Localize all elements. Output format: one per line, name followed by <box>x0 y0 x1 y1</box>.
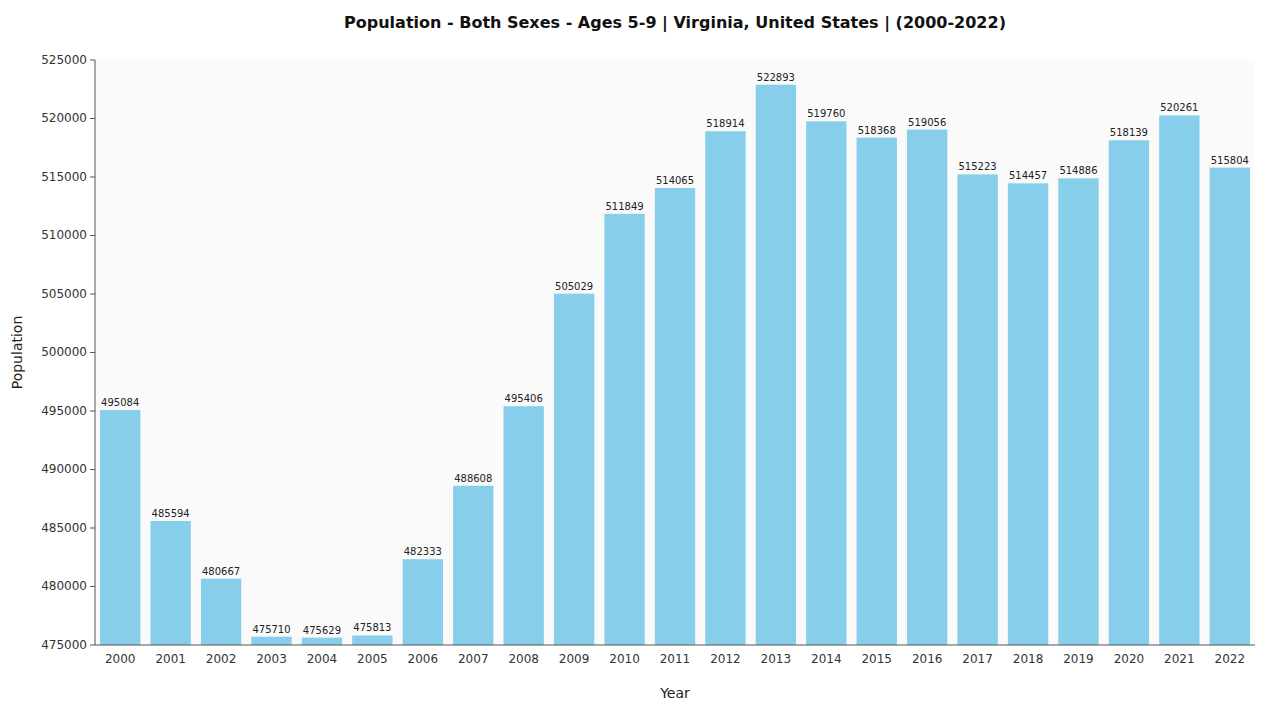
y-tick-label: 490000 <box>41 462 87 476</box>
y-tick <box>90 528 95 529</box>
data-label: 522893 <box>757 72 795 83</box>
y-tick-label: 520000 <box>41 111 87 125</box>
x-tick-label: 2012 <box>710 652 741 666</box>
data-label: 482333 <box>404 546 442 557</box>
data-label: 514065 <box>656 175 694 186</box>
x-tick-label: 2013 <box>761 652 792 666</box>
bar <box>907 130 947 645</box>
data-label: 475813 <box>353 622 391 633</box>
data-label: 515804 <box>1211 155 1249 166</box>
chart-container: 475000 480000 485000 490000 495000 500000 5050… <box>0 0 1280 720</box>
data-label: 485594 <box>152 508 190 519</box>
data-label: 518368 <box>858 125 896 136</box>
x-tick-label: 2004 <box>307 652 338 666</box>
x-tick-label: 2020 <box>1114 652 1145 666</box>
x-axis-label: Year <box>659 685 690 701</box>
y-tick <box>90 469 95 470</box>
y-tick-label: 495000 <box>41 404 87 418</box>
data-label: 495406 <box>505 393 543 404</box>
data-label: 505029 <box>555 281 593 292</box>
x-tick-label: 2009 <box>559 652 590 666</box>
bar <box>251 637 291 645</box>
data-label: 480667 <box>202 566 240 577</box>
bar <box>604 214 644 645</box>
bar <box>201 579 241 645</box>
y-tick-label: 525000 <box>41 53 87 67</box>
bar <box>453 486 493 645</box>
bar <box>504 406 544 645</box>
x-tick-label: 2007 <box>458 652 489 666</box>
y-tick <box>90 586 95 587</box>
y-tick <box>90 352 95 353</box>
x-tick-label: 2005 <box>357 652 388 666</box>
y-axis-label: Population <box>9 316 25 390</box>
y-tick <box>90 645 95 646</box>
x-tick-label: 2010 <box>609 652 640 666</box>
bar <box>806 121 846 645</box>
data-label: 518139 <box>1110 127 1148 138</box>
x-tick-label: 2002 <box>206 652 237 666</box>
x-tick-label: 2019 <box>1063 652 1094 666</box>
bar <box>1109 140 1149 645</box>
x-tick-label: 2018 <box>1013 652 1044 666</box>
y-tick <box>90 235 95 236</box>
bar <box>655 188 695 645</box>
x-tick-label: 2022 <box>1215 652 1246 666</box>
bar <box>1210 168 1250 645</box>
y-tick-label: 505000 <box>41 287 87 301</box>
bar <box>1058 178 1098 645</box>
bar <box>1159 115 1199 645</box>
x-tick-label: 2021 <box>1164 652 1195 666</box>
x-tick-label: 2006 <box>408 652 439 666</box>
y-tick <box>90 294 95 295</box>
x-tick-label: 2000 <box>105 652 136 666</box>
data-label: 511849 <box>605 201 643 212</box>
bar <box>100 410 140 645</box>
y-tick-label: 485000 <box>41 521 87 535</box>
bar <box>756 85 796 645</box>
bar <box>705 131 745 645</box>
bar <box>857 138 897 645</box>
y-tick <box>90 118 95 119</box>
x-tick-label: 2016 <box>912 652 943 666</box>
data-label: 495084 <box>101 397 139 408</box>
x-axis-line <box>95 645 1255 646</box>
bar <box>302 638 342 645</box>
x-tick-label: 2011 <box>660 652 691 666</box>
y-tick-label: 475000 <box>41 638 87 652</box>
y-tick-label: 510000 <box>41 228 87 242</box>
bar <box>403 559 443 645</box>
data-label: 518914 <box>706 118 744 129</box>
bar <box>150 521 190 645</box>
chart-svg: 475000 480000 485000 490000 495000 500000 5050… <box>0 0 1280 720</box>
x-tick-label: 2014 <box>811 652 842 666</box>
data-label: 514457 <box>1009 170 1047 181</box>
data-label: 488608 <box>454 473 492 484</box>
y-tick <box>90 60 95 61</box>
y-tick-label: 500000 <box>41 345 87 359</box>
x-tick-label: 2017 <box>962 652 993 666</box>
bar <box>554 294 594 645</box>
bar <box>957 174 997 645</box>
x-tick-label: 2001 <box>155 652 186 666</box>
data-label: 475710 <box>252 624 290 635</box>
bar <box>1008 183 1048 645</box>
data-label: 519760 <box>807 108 845 119</box>
bar <box>352 635 392 645</box>
data-label: 519056 <box>908 117 946 128</box>
chart-title: Population - Both Sexes - Ages 5-9 | Vir… <box>344 13 1006 33</box>
y-tick <box>90 411 95 412</box>
data-label: 515223 <box>959 161 997 172</box>
data-label: 520261 <box>1160 102 1198 113</box>
y-tick <box>90 177 95 178</box>
x-tick-label: 2003 <box>256 652 287 666</box>
y-tick-label: 480000 <box>41 579 87 593</box>
y-tick-label: 515000 <box>41 170 87 184</box>
x-tick-label: 2015 <box>861 652 892 666</box>
bars <box>100 85 1250 645</box>
x-tick-label: 2008 <box>508 652 539 666</box>
data-label: 514886 <box>1059 165 1097 176</box>
data-label: 475629 <box>303 625 341 636</box>
